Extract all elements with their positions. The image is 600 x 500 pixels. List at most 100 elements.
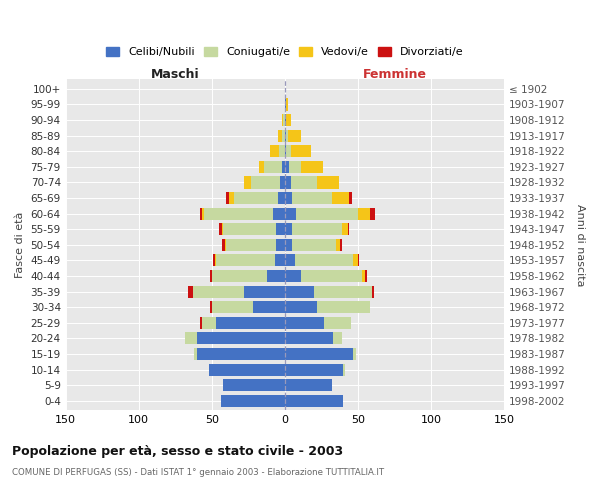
Bar bbox=[205, 208, 273, 220]
Bar bbox=[301, 270, 362, 282]
Bar bbox=[349, 192, 352, 204]
Bar bbox=[296, 208, 358, 220]
Bar bbox=[290, 145, 311, 158]
Bar bbox=[202, 208, 205, 220]
Bar bbox=[265, 161, 282, 173]
Y-axis label: Anni di nascita: Anni di nascita bbox=[575, 204, 585, 286]
Bar bbox=[285, 394, 343, 407]
Bar bbox=[340, 238, 342, 251]
Bar bbox=[244, 176, 251, 188]
Bar bbox=[370, 208, 376, 220]
Bar bbox=[285, 114, 286, 126]
Bar bbox=[275, 254, 285, 266]
Bar bbox=[244, 286, 285, 298]
Legend: Celibi/Nubili, Coniugati/e, Vedovi/e, Divorziati/e: Celibi/Nubili, Coniugati/e, Vedovi/e, Di… bbox=[101, 42, 468, 62]
Bar bbox=[285, 98, 286, 110]
Bar bbox=[288, 130, 301, 141]
Bar bbox=[280, 176, 285, 188]
Bar bbox=[336, 238, 340, 251]
Bar bbox=[295, 254, 353, 266]
Bar bbox=[267, 270, 285, 282]
Bar bbox=[333, 332, 342, 344]
Bar bbox=[259, 161, 265, 173]
Bar bbox=[285, 176, 290, 188]
Bar bbox=[314, 286, 373, 298]
Bar bbox=[285, 208, 296, 220]
Bar bbox=[285, 316, 324, 329]
Bar bbox=[282, 114, 283, 126]
Bar bbox=[216, 254, 275, 266]
Bar bbox=[290, 176, 317, 188]
Bar bbox=[210, 270, 212, 282]
Bar bbox=[202, 316, 216, 329]
Bar bbox=[317, 301, 370, 314]
Bar bbox=[285, 348, 353, 360]
Bar bbox=[285, 145, 286, 158]
Text: Maschi: Maschi bbox=[151, 68, 200, 81]
Bar bbox=[285, 254, 295, 266]
Bar bbox=[285, 161, 289, 173]
Bar bbox=[223, 223, 276, 235]
Bar bbox=[209, 364, 285, 376]
Bar bbox=[282, 130, 285, 141]
Bar bbox=[358, 208, 370, 220]
Bar bbox=[273, 208, 285, 220]
Text: Femmine: Femmine bbox=[362, 68, 427, 81]
Bar bbox=[285, 223, 292, 235]
Bar bbox=[347, 223, 349, 235]
Bar bbox=[283, 114, 285, 126]
Bar bbox=[200, 316, 202, 329]
Bar bbox=[225, 238, 226, 251]
Bar bbox=[301, 161, 323, 173]
Bar bbox=[193, 286, 244, 298]
Bar bbox=[276, 223, 285, 235]
Bar bbox=[285, 192, 292, 204]
Bar bbox=[343, 364, 345, 376]
Bar bbox=[253, 301, 285, 314]
Bar bbox=[332, 192, 349, 204]
Bar bbox=[353, 254, 358, 266]
Bar bbox=[276, 238, 285, 251]
Bar bbox=[285, 286, 314, 298]
Bar bbox=[279, 145, 285, 158]
Bar bbox=[285, 364, 343, 376]
Bar bbox=[222, 223, 223, 235]
Bar bbox=[197, 332, 285, 344]
Bar bbox=[278, 192, 285, 204]
Bar bbox=[212, 301, 253, 314]
Bar bbox=[278, 130, 282, 141]
Bar bbox=[270, 145, 279, 158]
Bar bbox=[358, 254, 359, 266]
Bar bbox=[219, 223, 222, 235]
Bar bbox=[324, 316, 350, 329]
Bar bbox=[185, 332, 197, 344]
Bar bbox=[285, 379, 332, 392]
Bar bbox=[362, 270, 365, 282]
Bar bbox=[289, 161, 301, 173]
Bar bbox=[286, 114, 290, 126]
Bar bbox=[285, 130, 286, 141]
Bar bbox=[223, 379, 285, 392]
Bar bbox=[226, 192, 229, 204]
Bar bbox=[342, 223, 347, 235]
Bar bbox=[285, 270, 301, 282]
Bar bbox=[285, 238, 292, 251]
Bar bbox=[292, 238, 336, 251]
Bar bbox=[282, 161, 285, 173]
Bar bbox=[292, 192, 332, 204]
Bar bbox=[215, 254, 216, 266]
Bar bbox=[200, 208, 202, 220]
Text: COMUNE DI PERFUGAS (SS) - Dati ISTAT 1° gennaio 2003 - Elaborazione TUTTITALIA.I: COMUNE DI PERFUGAS (SS) - Dati ISTAT 1° … bbox=[12, 468, 384, 477]
Bar bbox=[216, 316, 285, 329]
Bar bbox=[221, 394, 285, 407]
Bar bbox=[197, 348, 285, 360]
Bar bbox=[365, 270, 367, 282]
Bar bbox=[292, 223, 342, 235]
Bar bbox=[285, 332, 333, 344]
Bar bbox=[229, 192, 233, 204]
Bar bbox=[317, 176, 339, 188]
Bar bbox=[194, 348, 197, 360]
Text: Popolazione per età, sesso e stato civile - 2003: Popolazione per età, sesso e stato civil… bbox=[12, 445, 343, 458]
Bar bbox=[286, 130, 288, 141]
Bar bbox=[285, 301, 317, 314]
